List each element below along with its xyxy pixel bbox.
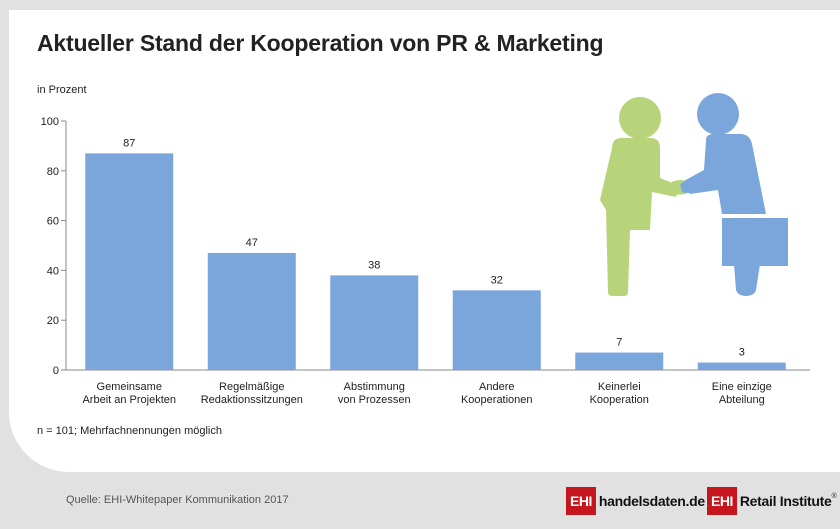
x-category-label: Keinerlei xyxy=(598,381,641,393)
y-tick-label: 0 xyxy=(53,365,59,377)
bar-value-label: 7 xyxy=(616,337,622,349)
sample-size-note: n = 101; Mehrfachnennungen möglich xyxy=(37,425,222,437)
x-category-label: Regelmäßige xyxy=(219,381,284,393)
handelsdaten-logo-text: handelsdaten.de xyxy=(598,493,705,509)
x-category-label: Andere xyxy=(479,381,514,393)
bar-value-label: 87 xyxy=(123,137,135,149)
x-category-label: Kooperation xyxy=(590,394,649,406)
x-category-label: Eine einzige xyxy=(712,381,772,393)
person-left-icon xyxy=(600,97,680,296)
x-category-label: von Prozessen xyxy=(338,394,411,406)
y-axis-unit-label: in Prozent xyxy=(37,84,87,96)
x-category-label: Arbeit an Projekten xyxy=(82,394,176,406)
bar xyxy=(330,275,419,370)
bar xyxy=(207,252,296,370)
bar-value-label: 38 xyxy=(368,259,380,271)
bar xyxy=(452,290,541,370)
bar-value-label: 32 xyxy=(491,274,503,286)
handelsdaten-logo[interactable]: EHI handelsdaten.de xyxy=(566,487,705,515)
bar-value-label: 3 xyxy=(739,347,745,359)
ehi-logo-box: EHI xyxy=(707,487,737,515)
bar xyxy=(85,153,174,370)
bar xyxy=(697,362,786,370)
person-right-icon xyxy=(682,93,788,296)
briefcase-icon xyxy=(722,218,788,266)
y-tick-label: 80 xyxy=(47,166,59,178)
ehi-retail-institute-name: Retail Institute xyxy=(739,493,832,509)
x-category-label: Kooperationen xyxy=(461,394,533,406)
y-tick-label: 100 xyxy=(41,116,59,128)
ehi-retail-institute-logo[interactable]: EHI Retail Institute® xyxy=(707,487,837,515)
x-category-label: Redaktionssitzungen xyxy=(201,394,303,406)
source-text: Quelle: EHI-Whitepaper Kommunikation 201… xyxy=(66,494,289,506)
ehi-logo-box: EHI xyxy=(566,487,596,515)
x-category-label: Abstimmung xyxy=(344,381,405,393)
x-category-label: Gemeinsame xyxy=(97,381,162,393)
bar-value-label: 47 xyxy=(246,237,258,249)
handshake-people-icon xyxy=(600,93,788,296)
y-tick-label: 60 xyxy=(47,216,59,228)
x-category-label: Abteilung xyxy=(719,394,765,406)
registered-mark: ® xyxy=(831,493,837,500)
chart-title: Aktueller Stand der Kooperation von PR &… xyxy=(37,30,604,56)
ehi-retail-institute-text: Retail Institute® xyxy=(740,493,837,509)
y-tick-label: 20 xyxy=(47,315,59,327)
bar xyxy=(575,352,664,370)
y-tick-label: 40 xyxy=(47,265,59,277)
